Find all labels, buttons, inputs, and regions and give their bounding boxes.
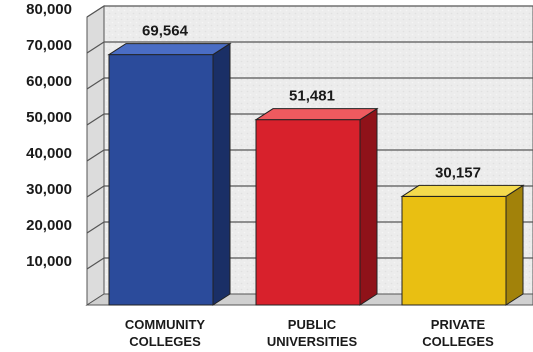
gridline: [86, 257, 533, 270]
x-tick-label: UNIVERSITIES: [267, 334, 358, 349]
y-tick-label: 80,000: [26, 1, 72, 18]
data-labels: 69,564 51,481 30,157: [142, 23, 481, 182]
bar-front: [401, 195, 507, 306]
x-tick-label: PRIVATE: [431, 317, 486, 332]
x-tick-label: COLLEGES: [129, 334, 201, 349]
y-axis-ticks: 10,000 20,000 30,000 40,000 50,000 60,000 70,0…: [26, 1, 72, 270]
bar-side: [505, 184, 524, 306]
gridlines: [86, 5, 533, 270]
x-tick-label: COMMUNITY: [125, 317, 205, 332]
x-tick-label: PUBLIC: [288, 317, 337, 332]
bar-front: [108, 54, 214, 306]
gridline: [86, 149, 533, 162]
bars: [107, 42, 525, 306]
bar: [254, 107, 379, 306]
data-label: 51,481: [289, 88, 335, 105]
y-tick-label: 60,000: [26, 73, 72, 90]
gridline: [86, 185, 533, 198]
gridline: [86, 221, 533, 234]
bar-side: [212, 42, 231, 306]
x-axis-labels: COMMUNITY COLLEGES PUBLIC UNIVERSITIES PRIVA…: [125, 317, 494, 349]
y-tick-label: 40,000: [26, 145, 72, 162]
y-tick-label: 50,000: [26, 109, 72, 126]
y-tick-label: 30,000: [26, 181, 72, 198]
bar-top: [400, 184, 525, 197]
gridline: [86, 77, 533, 90]
gridline: [86, 5, 533, 18]
bar-side: [359, 107, 378, 306]
gridline: [86, 113, 533, 126]
gridline: [86, 41, 533, 54]
data-label: 30,157: [435, 164, 481, 181]
bar-top: [254, 108, 379, 121]
y-tick-label: 20,000: [26, 217, 72, 234]
data-label: 69,564: [142, 23, 189, 40]
bar-top: [107, 43, 232, 56]
bar: [107, 42, 232, 306]
bar-front: [255, 119, 361, 306]
y-tick-label: 10,000: [26, 253, 72, 270]
y-tick-label: 70,000: [26, 37, 72, 54]
x-tick-label: COLLEGES: [422, 334, 494, 349]
bar: [400, 184, 525, 306]
